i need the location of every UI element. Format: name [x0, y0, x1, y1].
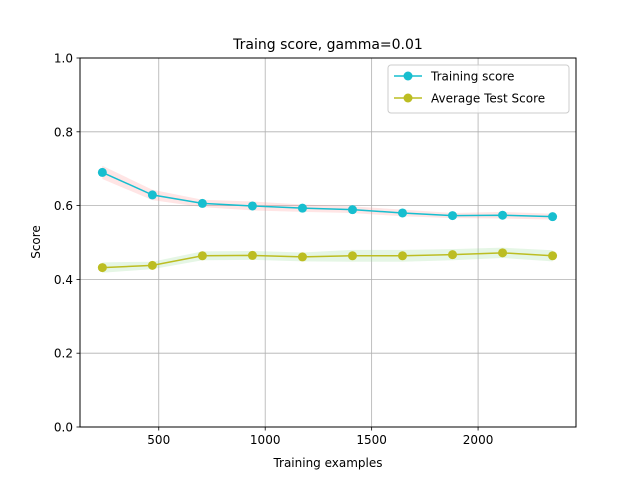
band-training — [102, 165, 553, 220]
y-axis-label: Score — [29, 225, 43, 259]
legend-label-training: Training score — [430, 70, 514, 84]
chart-title: Traing score, gamma=0.01 — [232, 37, 423, 53]
data-point-test — [398, 251, 408, 261]
data-point-test — [448, 250, 458, 260]
y-tick-label: 0.8 — [54, 125, 73, 139]
confidence-bands — [102, 165, 553, 273]
x-tick-label: 2000 — [463, 433, 494, 447]
data-point-training — [448, 211, 458, 221]
data-point-test — [498, 248, 508, 258]
data-point-test — [548, 251, 558, 261]
x-tick-label: 1500 — [356, 433, 387, 447]
legend: Training score Average Test Score — [387, 64, 570, 114]
data-point-training — [247, 201, 257, 211]
data-point-test — [297, 252, 307, 262]
data-point-test — [97, 263, 107, 273]
x-tick-label: 500 — [147, 433, 170, 447]
data-point-training — [398, 208, 408, 218]
legend-marker-test — [403, 93, 413, 103]
legend-label-test: Average Test Score — [431, 92, 545, 106]
y-tick-label: 0.0 — [54, 421, 73, 435]
plot-area-frame — [79, 57, 577, 428]
legend-box — [387, 64, 570, 114]
x-axis-label: Training examples — [272, 456, 382, 470]
x-tick-label: 1000 — [250, 433, 281, 447]
series-line-test — [102, 252, 553, 269]
data-point-training — [498, 210, 508, 220]
data-point-test — [147, 260, 157, 270]
data-point-training — [197, 198, 207, 208]
y-tick-label: 0.2 — [54, 347, 73, 361]
data-point-test — [247, 250, 257, 260]
data-point-test — [197, 251, 207, 261]
y-tick-label: 0.4 — [54, 273, 73, 287]
data-point-training — [548, 212, 558, 222]
y-tick-label: 0.6 — [54, 199, 73, 213]
series-lines — [97, 167, 558, 273]
data-point-test — [347, 251, 357, 261]
data-point-training — [97, 167, 107, 177]
data-point-training — [147, 190, 157, 200]
data-point-training — [297, 203, 307, 213]
data-point-training — [347, 205, 357, 215]
y-tick-label: 1.0 — [54, 52, 73, 66]
series-line-training — [102, 171, 553, 218]
legend-marker-training — [403, 71, 413, 81]
band-test — [102, 247, 553, 273]
axis-ticks: 500 1000 1500 2000 0.0 0.2 0.4 0.6 0.8 1.0 — [54, 52, 493, 448]
